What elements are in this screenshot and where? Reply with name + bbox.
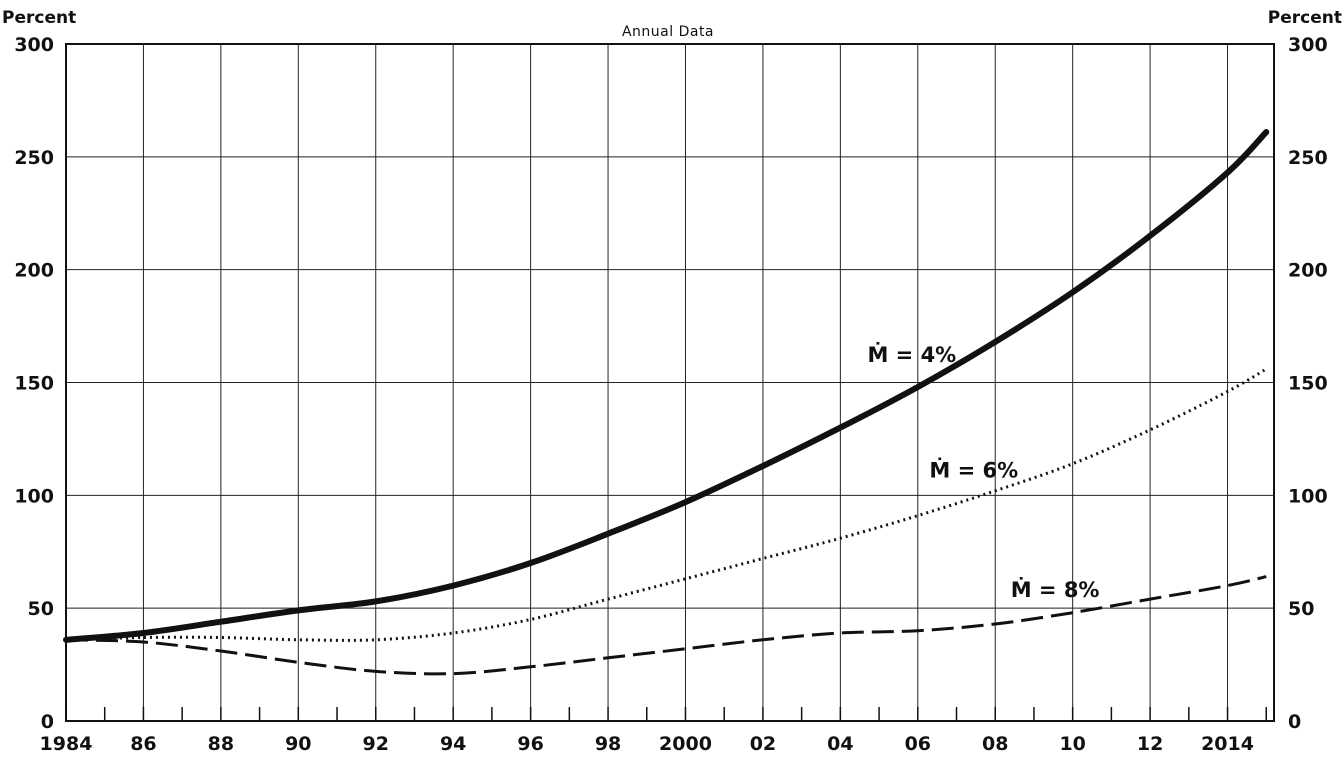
x-tick-label: 88: [208, 733, 234, 755]
x-tick-label: 04: [827, 733, 853, 755]
series-label-2: Ṁ = 6%: [929, 457, 1018, 482]
y-tick-label-left: 100: [14, 485, 54, 507]
y-axis: 0 0 50 50 100 100 150 150 200 200 250 250 300 300: [14, 34, 1327, 733]
x-tick-label: 90: [285, 733, 311, 755]
x-tick-label: 86: [130, 733, 156, 755]
x-tick-label: 10: [1059, 733, 1085, 755]
y-tick-label-left: 0: [41, 711, 54, 733]
series-label-1: Ṁ = 4%: [867, 342, 956, 367]
y-tick-label-right: 50: [1288, 598, 1314, 620]
y-tick-label-right: 0: [1288, 711, 1301, 733]
y-tick-label-left: 150: [14, 373, 54, 395]
y-tick-label-right: 250: [1288, 147, 1328, 169]
y-tick-label-left: 50: [28, 598, 54, 620]
series-line-1: [63, 129, 1270, 643]
y-tick-label-left: 250: [14, 147, 54, 169]
x-tick-label: 2014: [1201, 733, 1254, 755]
series-label-3: Ṁ = 8%: [1011, 577, 1100, 602]
y-tick-label-right: 300: [1288, 34, 1328, 56]
y-tick-label-right: 150: [1288, 373, 1328, 395]
x-tick-label: 98: [595, 733, 621, 755]
x-axis: 1984 86 88 90 92 94 96 98 2000 02 04 06 08 10 12 2014: [40, 707, 1268, 755]
right-axis-title: Percent: [1268, 8, 1342, 28]
x-tick-label: 1984: [40, 733, 93, 755]
annotation-group: Ṁ = 4% Ṁ = 6% Ṁ = 8%: [867, 342, 1099, 602]
x-tick-label: 02: [750, 733, 776, 755]
y-tick-label-left: 200: [14, 260, 54, 282]
y-tick-label-right: 200: [1288, 260, 1328, 282]
series-line-2: [65, 367, 1268, 642]
x-tick-label: 94: [440, 733, 466, 755]
x-tick-label: 12: [1137, 733, 1163, 755]
left-axis-title: Percent: [2, 8, 76, 28]
plot-frame: [65, 43, 1275, 722]
series-line-3: [65, 575, 1267, 676]
x-tick-label: 06: [905, 733, 931, 755]
chart-subtitle: Annual Data: [622, 24, 714, 40]
x-tick-label: 96: [517, 733, 543, 755]
y-tick-label-right: 100: [1288, 485, 1328, 507]
x-tick-label: 08: [982, 733, 1008, 755]
series-group: [63, 129, 1270, 676]
grid: [66, 44, 1274, 721]
y-tick-label-left: 300: [14, 34, 54, 56]
x-tick-label: 2000: [659, 733, 712, 755]
x-tick-label: 92: [363, 733, 389, 755]
